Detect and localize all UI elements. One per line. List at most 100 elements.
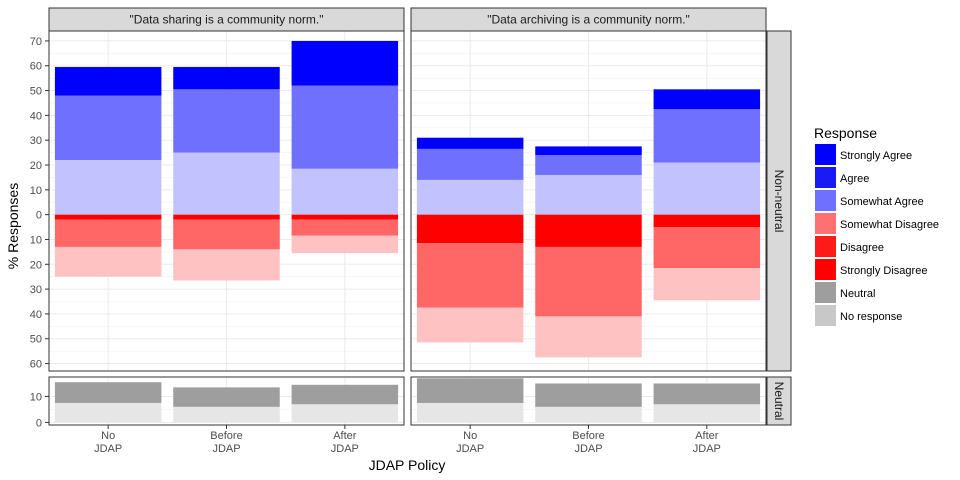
legend-label: Strongly Disagree	[840, 265, 927, 277]
disagree-bar-segment	[173, 249, 280, 281]
agree-bar-segment	[653, 162, 761, 215]
row-facet-strip-label: Neutral	[772, 382, 786, 421]
agree-bar-segment	[173, 152, 280, 215]
legend-key	[815, 282, 836, 303]
facet-strip	[48, 7, 405, 32]
disagree-bar-segment	[291, 214, 399, 220]
agree-bar-segment	[173, 66, 280, 90]
facet-strip	[410, 7, 767, 32]
y-tick-label: 70	[30, 36, 42, 48]
disagree-bar-segment	[291, 235, 399, 254]
disagree-bar-segment	[54, 214, 162, 220]
disagree-bar-segment	[416, 307, 524, 343]
neutral-bar-segment	[291, 404, 399, 423]
disagree-bar-segment	[653, 268, 761, 301]
y-axis-title: % Responses	[5, 183, 21, 269]
y-tick-label: 10	[30, 234, 42, 246]
x-axis-title: JDAP Policy	[369, 457, 446, 473]
neutral-bar-segment	[173, 387, 280, 407]
legend-key	[815, 305, 836, 326]
agree-bar-segment	[535, 155, 642, 175]
neutral-bar-segment	[54, 382, 162, 403]
neutral-bar-segment	[653, 383, 761, 405]
legend-label: Somewhat Agree	[840, 196, 924, 208]
legend-title: Response	[814, 125, 877, 141]
x-tick-label: No JDAP	[456, 430, 484, 455]
disagree-bar-segment	[653, 227, 761, 269]
legend-key	[815, 144, 836, 165]
row-facet-strip-label: Non-neutral	[772, 170, 786, 233]
x-tick-label: Before JDAP	[572, 430, 604, 455]
disagree-bar-segment	[416, 243, 524, 308]
legend-key	[815, 167, 836, 188]
neutral-panel-1	[49, 377, 404, 425]
y-tick-label: 50	[30, 86, 42, 98]
neutral-panel-2	[411, 377, 766, 425]
agree-bar-segment	[54, 66, 162, 96]
agree-bar-segment	[54, 95, 162, 161]
disagree-bar-segment	[535, 214, 642, 247]
x-tick-label: After JDAP	[331, 430, 359, 455]
non-neutral-panel-2	[411, 31, 766, 371]
y-tick-label: 20	[30, 160, 42, 172]
legend-label: Disagree	[840, 242, 884, 254]
y-tick-label: 30	[30, 135, 42, 147]
disagree-bar-segment	[535, 246, 642, 317]
x-tick-label: Before JDAP	[210, 430, 242, 455]
row-facet-strip	[766, 30, 792, 372]
y-tick-label: 60	[30, 359, 42, 371]
neutral-bar-segment	[535, 406, 642, 423]
agree-bar-segment	[291, 168, 399, 215]
agree-bar-segment	[291, 40, 399, 86]
disagree-bar-segment	[653, 214, 761, 228]
y-tick-label: 60	[30, 61, 42, 73]
neutral-bar-segment	[535, 383, 642, 407]
y-tick-label: 0	[36, 417, 42, 429]
neutral-bar-segment	[416, 402, 524, 423]
legend-label: Neutral	[840, 288, 875, 300]
legend: Response Strongly Agree Agree Somewhat Agr…	[814, 125, 939, 326]
neutral-bar-segment	[416, 378, 524, 403]
row-facet-strip	[766, 376, 792, 426]
agree-bar-segment	[416, 137, 524, 149]
agree-bar-segment	[653, 109, 761, 163]
disagree-bar-segment	[535, 316, 642, 358]
y-tick-label: 50	[30, 334, 42, 346]
disagree-bar-segment	[173, 219, 280, 250]
y-tick-label: 10	[30, 185, 42, 197]
neutral-bar-segment	[54, 402, 162, 423]
legend-key	[815, 259, 836, 280]
legend-label: Agree	[840, 173, 869, 185]
agree-bar-segment	[653, 89, 761, 110]
agree-bar-segment	[54, 160, 162, 215]
agree-bar-segment	[291, 85, 399, 169]
y-tick-label: 40	[30, 309, 42, 321]
facet-strip-label: "Data sharing is a community norm."	[130, 13, 324, 27]
legend-label: Somewhat Disagree	[840, 219, 939, 231]
y-tick-label: 0	[36, 210, 42, 222]
neutral-bar-segment	[291, 384, 399, 405]
neutral-bar-segment	[653, 404, 761, 423]
neutral-bar-segment	[173, 406, 280, 423]
facet-strip-label: "Data archiving is a community norm."	[487, 13, 690, 27]
y-tick-label: 20	[30, 259, 42, 271]
x-tick-label: After JDAP	[693, 430, 721, 455]
agree-bar-segment	[173, 89, 280, 153]
legend-key	[815, 213, 836, 234]
non-neutral-panel-1	[49, 31, 404, 371]
y-tick-label: 40	[30, 110, 42, 122]
legend-label: No response	[840, 311, 902, 323]
disagree-bar-segment	[291, 219, 399, 236]
legend-key	[815, 236, 836, 257]
disagree-bar-segment	[54, 219, 162, 247]
disagree-bar-segment	[173, 214, 280, 220]
legend-key	[815, 190, 836, 211]
disagree-bar-segment	[54, 246, 162, 277]
legend-label: Strongly Agree	[840, 150, 912, 162]
agree-bar-segment	[535, 146, 642, 156]
y-tick-label: 30	[30, 284, 42, 296]
x-tick-label: No JDAP	[94, 430, 122, 455]
y-tick-label: 10	[30, 391, 42, 403]
agree-bar-segment	[416, 179, 524, 215]
agree-bar-segment	[535, 174, 642, 215]
